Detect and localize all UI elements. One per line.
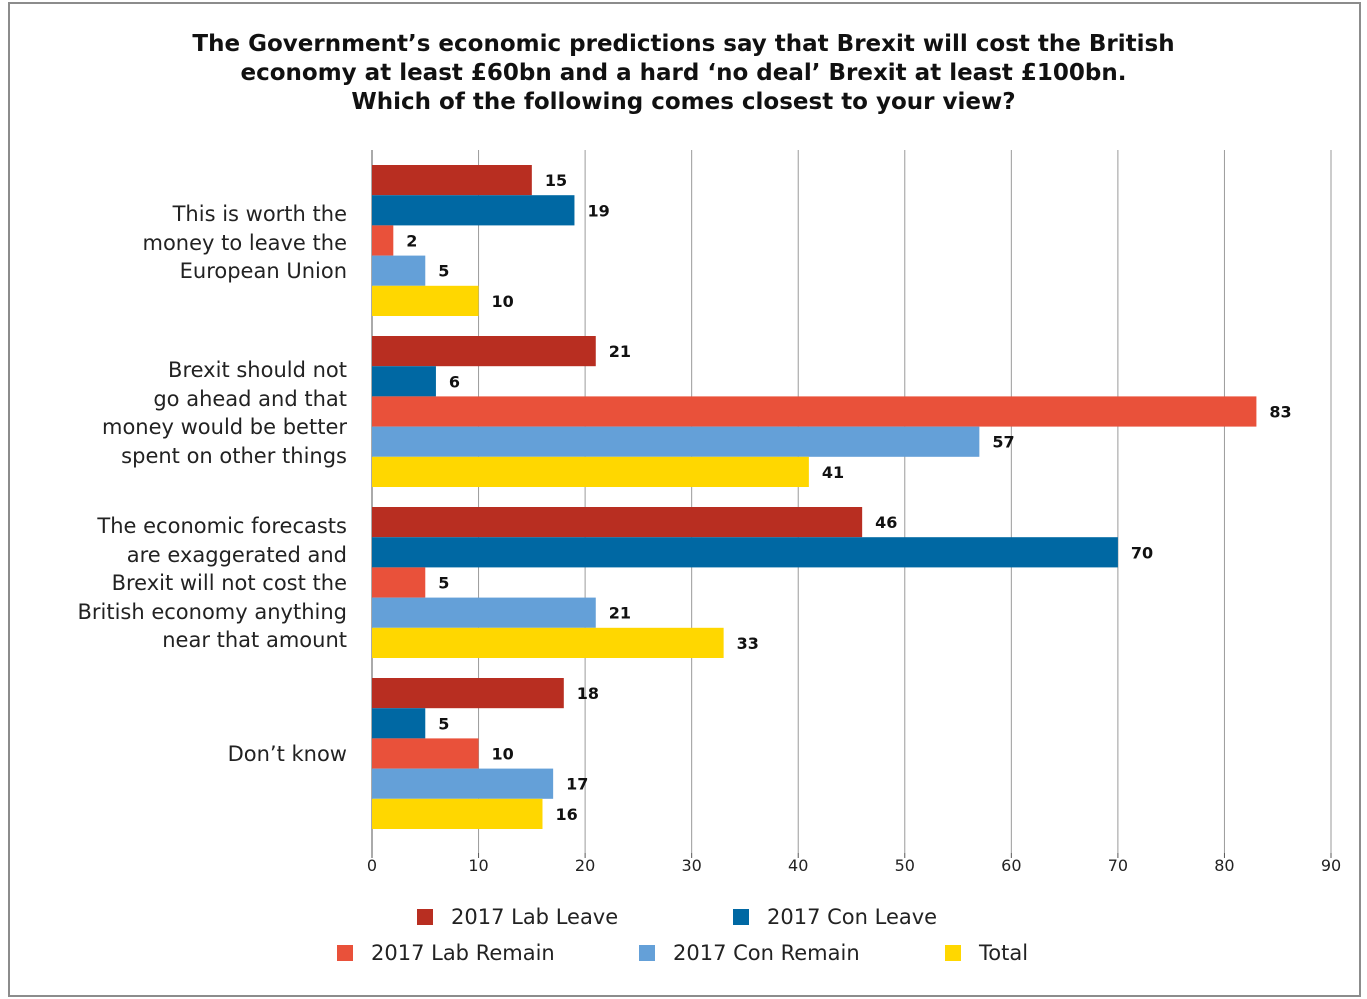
bar [372, 627, 724, 658]
bar-value-label: 17 [566, 775, 588, 794]
bar [372, 768, 554, 799]
category-label-line: British economy anything [77, 599, 347, 624]
gridlines [371, 150, 1332, 858]
bar-value-label: 18 [577, 684, 599, 703]
category-label-line: Don’t know [227, 742, 347, 766]
bar [372, 708, 426, 739]
category-label-forecasts-exaggerated: The economic forecasts are exaggerated a… [20, 512, 347, 655]
bar [372, 255, 426, 286]
legend-label: 2017 Lab Remain [371, 941, 555, 965]
bar [372, 285, 479, 316]
bar [372, 567, 426, 598]
category-label-line: money would be better [101, 415, 347, 439]
category-label-line: The economic forecasts [97, 514, 347, 538]
bar [372, 537, 1118, 568]
bar [372, 336, 596, 367]
bar-value-label: 10 [492, 745, 514, 764]
legend-label: 2017 Con Leave [767, 905, 938, 929]
bar-value-label: 6 [449, 372, 460, 391]
bar-value-label: 5 [438, 262, 449, 281]
category-label-line: Brexit will not cost the [111, 571, 347, 595]
chart-title: The Government’s economic predictions sa… [20, 30, 1347, 117]
bar-value-label: 21 [609, 342, 631, 361]
legend-item-lab-leave: 2017 Lab Leave [417, 902, 618, 932]
x-tick-label: 30 [681, 856, 701, 875]
bar-value-label: 57 [992, 433, 1014, 452]
x-tick-label: 10 [468, 856, 488, 875]
title-line-3: Which of the following comes closest to … [351, 89, 1016, 115]
category-label-line: This is worth the [172, 202, 347, 226]
category-label-should-not-go-ahead: Brexit should not go ahead and that mone… [20, 356, 347, 470]
bar [372, 507, 863, 538]
bar-value-label: 41 [822, 463, 844, 482]
legend-item-lab-remain: 2017 Lab Remain [337, 938, 555, 968]
x-tick-label: 70 [1108, 856, 1128, 875]
title-line-1: The Government’s economic predictions sa… [192, 31, 1175, 57]
category-label-dont-know: Don’t know [20, 740, 347, 769]
category-label-worth-the-money: This is worth the money to leave the Eur… [20, 200, 347, 286]
category-label-line: are exaggerated and [126, 542, 347, 567]
bar [372, 396, 1257, 427]
x-tick-label: 0 [367, 856, 377, 875]
legend-swatch [945, 945, 961, 961]
bar-value-label: 2 [406, 232, 417, 251]
bar-value-label: 15 [545, 171, 567, 190]
chart-frame [8, 2, 1361, 997]
legend-label: 2017 Con Remain [673, 941, 860, 965]
bar [372, 426, 980, 457]
x-axis-ticks: 0 10 20 30 40 50 60 70 80 90 [367, 856, 1341, 875]
bar [372, 195, 575, 226]
bar-value-label: 16 [555, 805, 577, 824]
legend-swatch [417, 909, 433, 925]
category-label-line: money to leave the [142, 230, 347, 255]
bar-value-label: 83 [1269, 403, 1291, 422]
legend-label: 2017 Lab Leave [451, 905, 619, 929]
x-tick-label: 90 [1321, 856, 1341, 875]
bar [372, 597, 596, 628]
legend-item-con-remain: 2017 Con Remain [639, 938, 860, 968]
bar [372, 738, 479, 769]
category-label-line: spent on other things [121, 443, 347, 468]
category-label-line: near that amount [162, 628, 347, 652]
bar-value-label: 21 [609, 604, 631, 623]
bar-value-label: 5 [438, 714, 449, 733]
bar-value-label: 33 [737, 634, 759, 653]
bar-value-label: 19 [587, 201, 609, 220]
x-tick-label: 50 [895, 856, 915, 875]
x-tick-label: 20 [575, 856, 595, 875]
category-label-line: go ahead and that [153, 386, 347, 411]
legend-item-total: Total [945, 938, 1028, 968]
bar [372, 225, 394, 256]
legend-swatch [337, 945, 353, 961]
title-line-2: economy at least £60bn and a hard ‘no de… [240, 60, 1127, 86]
x-tick-label: 80 [1214, 856, 1234, 875]
legend-label: Total [979, 941, 1029, 965]
legend-swatch [639, 945, 655, 961]
bar [372, 798, 543, 829]
bar [372, 366, 436, 397]
bar-value-label: 5 [438, 574, 449, 593]
legend-swatch [733, 909, 749, 925]
bar-groups [372, 165, 1257, 829]
bar [372, 165, 532, 196]
category-label-line: European Union [179, 259, 347, 283]
category-label-line: Brexit should not [168, 358, 347, 382]
bar-value-label: 10 [492, 292, 514, 311]
bar-value-label: 46 [875, 513, 897, 532]
bar [372, 678, 564, 709]
x-tick-label: 40 [788, 856, 808, 875]
x-tick-label: 60 [1001, 856, 1021, 875]
legend-item-con-leave: 2017 Con Leave [733, 902, 937, 932]
value-labels: 15 21 46 18 19 6 70 5 2 83 5 10 5 57 21 17 10 41 33 16 [406, 171, 1291, 824]
bar-value-label: 70 [1131, 543, 1153, 562]
bar [372, 456, 809, 487]
